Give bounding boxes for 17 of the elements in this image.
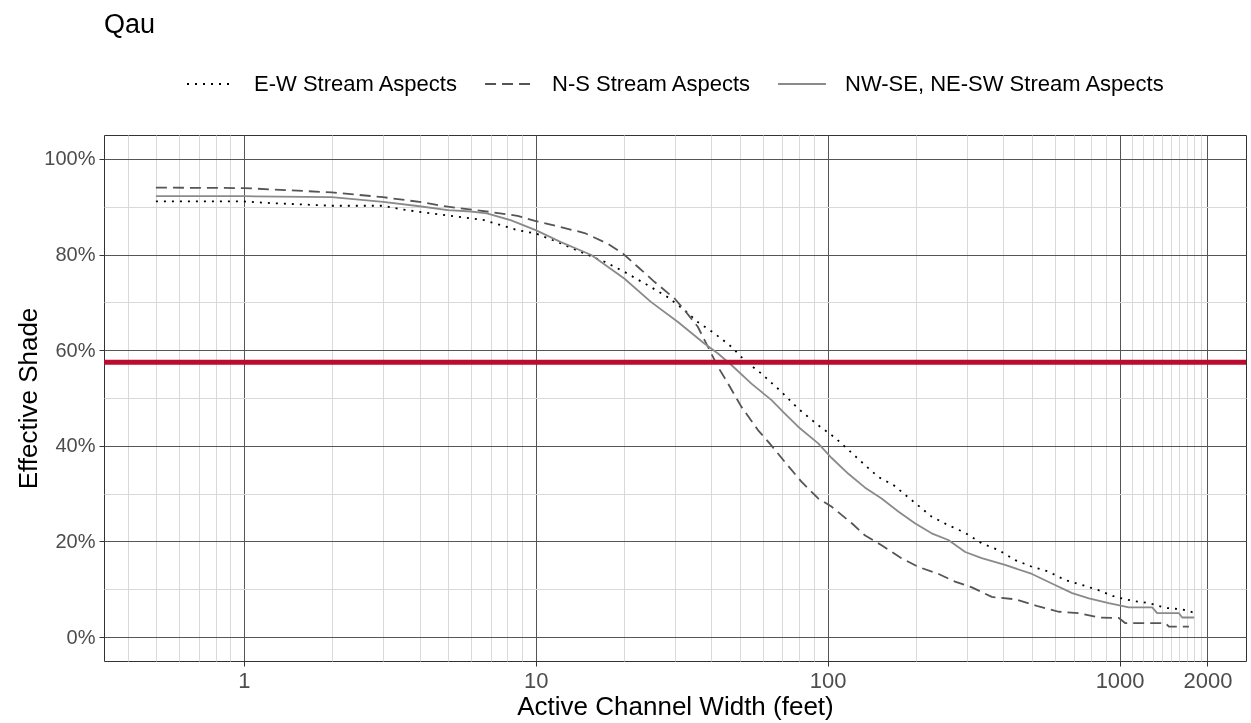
x-tick-label: 10 xyxy=(523,667,549,693)
x-tick-label: 1000 xyxy=(1095,667,1145,693)
y-tick-label: 60% xyxy=(55,338,96,361)
chart-title: Qau xyxy=(104,9,156,39)
y-tick-label: 100% xyxy=(44,147,96,170)
y-axis-title: Effective Shade xyxy=(13,307,44,490)
x-tick-label: 100 xyxy=(809,667,847,693)
legend-label: NW-SE, NE-SW Stream Aspects xyxy=(845,71,1164,96)
x-tick-label: 2000 xyxy=(1183,667,1233,693)
y-tick-label: 80% xyxy=(55,243,96,266)
legend-label: E-W Stream Aspects xyxy=(254,71,457,96)
y-tick-label: 40% xyxy=(55,434,96,457)
legend-label: N-S Stream Aspects xyxy=(552,71,751,96)
y-tick-label: 0% xyxy=(66,625,96,648)
y-tick-label: 20% xyxy=(55,529,96,552)
x-tick-label: 1 xyxy=(238,667,251,693)
x-axis-title: Active Channel Width (feet) xyxy=(517,690,834,721)
